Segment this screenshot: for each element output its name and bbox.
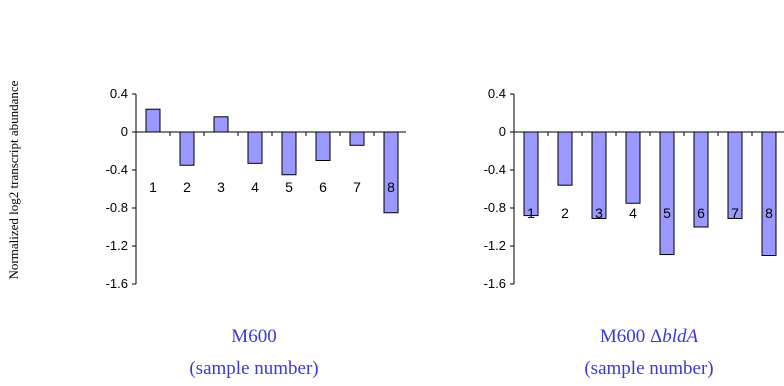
bar <box>523 131 539 217</box>
y-tick-label: -0.4 <box>106 162 128 177</box>
bar <box>761 131 777 256</box>
panel-m600-title: M600 <box>231 326 276 347</box>
y-tick-label: 0.4 <box>110 86 128 101</box>
y-tick-label: 0 <box>499 124 506 139</box>
y-tick-label: -1.6 <box>484 276 506 291</box>
y-tick-label: -1.2 <box>106 238 128 253</box>
category-label: 8 <box>765 205 773 221</box>
y-tick-label: 0 <box>121 124 128 139</box>
bar <box>179 131 195 166</box>
category-label: 3 <box>595 205 603 221</box>
bar <box>281 131 297 176</box>
bar <box>247 131 263 164</box>
panel-m600-subtitle: (sample number) <box>189 358 318 379</box>
panel-m600-bldA-subtitle: (sample number) <box>584 358 713 379</box>
category-label: 5 <box>663 205 671 221</box>
bar <box>315 131 331 161</box>
bar <box>557 131 573 186</box>
category-label: 8 <box>387 179 395 195</box>
panel-m600: 0.4 0 -0.4 -0.8 -1.2 -1.6 1 2 3 4 5 6 7 8 <box>106 86 406 291</box>
bar <box>383 131 399 214</box>
panel-m600-bldA-title-delta: Δ <box>650 326 662 347</box>
bar <box>145 108 161 133</box>
bar <box>625 131 641 204</box>
panel-m600-bldA: 0.4 0 -0.4 -0.8 -1.2 -1.6 1 2 3 4 5 6 7 8 <box>484 86 784 291</box>
category-label: 5 <box>285 179 293 195</box>
category-label: 2 <box>561 205 569 221</box>
y-tick-label: -0.8 <box>484 200 506 215</box>
category-label: 4 <box>251 179 259 195</box>
category-label: 4 <box>629 205 637 221</box>
y-tick-label: -0.8 <box>106 200 128 215</box>
category-label: 3 <box>217 179 225 195</box>
y-tick-label: 0.4 <box>488 86 506 101</box>
y-tick-label: -1.6 <box>106 276 128 291</box>
category-label: 2 <box>183 179 191 195</box>
y-tick-label: -1.2 <box>484 238 506 253</box>
category-label: 1 <box>149 179 157 195</box>
category-label: 1 <box>527 205 535 221</box>
y-tick-label: -0.4 <box>484 162 506 177</box>
bar <box>213 116 229 133</box>
panel-m600-bldA-title-main: M600 <box>600 326 650 347</box>
category-label: 6 <box>697 205 705 221</box>
bar <box>349 131 365 146</box>
y-axis-label: Normalized log2 transcript abundance <box>6 80 21 279</box>
category-label: 6 <box>319 179 327 195</box>
category-label: 7 <box>353 179 361 195</box>
bar <box>659 131 675 256</box>
panel-m600-bldA-title: M600 ΔbldA <box>600 326 699 347</box>
category-label: 7 <box>731 205 739 221</box>
panel-m600-bldA-title-italic: bldA <box>662 326 698 347</box>
